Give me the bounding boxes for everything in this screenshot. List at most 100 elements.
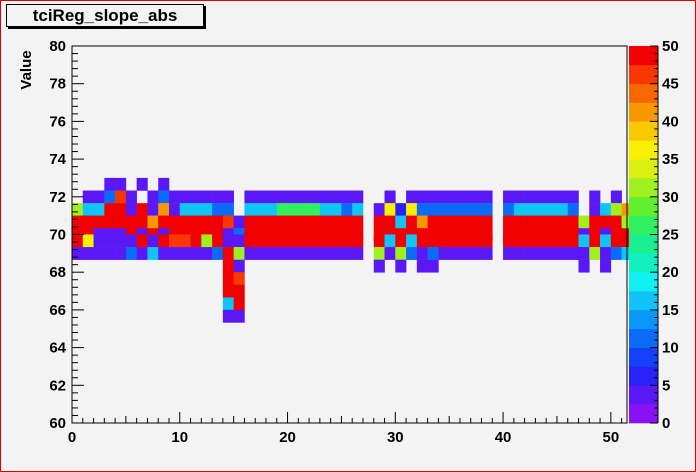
heatmap-cell bbox=[427, 234, 439, 248]
heatmap-cell bbox=[82, 203, 94, 217]
heatmap-cell bbox=[535, 215, 547, 229]
heatmap-cell bbox=[546, 190, 558, 204]
heatmap-cell bbox=[503, 234, 515, 248]
heatmap-cell bbox=[600, 215, 612, 229]
heatmap-cell bbox=[503, 247, 515, 260]
heatmap-cell bbox=[589, 190, 601, 204]
heatmap-cell bbox=[319, 215, 331, 229]
palette-tick-label: 20 bbox=[662, 264, 679, 281]
palette-swatch bbox=[629, 291, 658, 311]
heatmap-cell bbox=[438, 234, 450, 248]
heatmap-cell bbox=[190, 190, 202, 204]
heatmap-cell bbox=[341, 203, 353, 217]
axes: 0 10 20 30 40 50 60 62 64 66 68 70 72 74 76 78 80 bbox=[49, 38, 628, 446]
chart-title: tciReg_slope_abs bbox=[6, 4, 204, 27]
heatmap-cell bbox=[449, 190, 461, 204]
heatmap-cell bbox=[72, 247, 84, 260]
heatmap-cell bbox=[567, 190, 579, 204]
heatmap-cell bbox=[578, 234, 590, 248]
palette-tick-label: 25 bbox=[662, 227, 679, 244]
heatmap-cell bbox=[416, 203, 428, 217]
heatmap-cell bbox=[276, 203, 288, 217]
heatmap-cell bbox=[373, 203, 385, 217]
heatmap-cell bbox=[222, 259, 234, 273]
heatmap-cell bbox=[319, 234, 331, 248]
heatmap-cell bbox=[470, 215, 482, 229]
heatmap-cell bbox=[546, 215, 558, 229]
heatmap-cell bbox=[427, 203, 439, 217]
heatmap-cell bbox=[136, 234, 148, 248]
heatmap-cell bbox=[158, 247, 170, 260]
heatmap-cell bbox=[265, 215, 278, 229]
heatmap-cell bbox=[610, 234, 622, 248]
heatmap-cell bbox=[265, 190, 278, 204]
heatmap-cell bbox=[255, 247, 267, 260]
heatmap-cell bbox=[222, 309, 234, 323]
heatmap-cell bbox=[179, 247, 191, 260]
heatmap-cell bbox=[233, 297, 245, 311]
heatmap-cell bbox=[373, 247, 385, 260]
heatmap-cell bbox=[115, 234, 127, 248]
heatmap-cell bbox=[567, 247, 579, 260]
heatmap-cell bbox=[265, 234, 278, 248]
heatmap-cell bbox=[158, 203, 170, 217]
heatmap-cell bbox=[125, 247, 137, 260]
heatmap-cell bbox=[93, 215, 105, 229]
heatmap-cell bbox=[255, 203, 267, 217]
heatmap-cell bbox=[427, 247, 439, 260]
palette-swatch bbox=[629, 159, 658, 179]
palette-swatch bbox=[629, 234, 658, 254]
heatmap-cell bbox=[212, 247, 224, 260]
palette-swatch bbox=[629, 366, 658, 386]
heatmap-cell bbox=[244, 190, 256, 204]
palette-tick-label: 50 bbox=[662, 38, 679, 55]
heatmap-cell bbox=[104, 203, 116, 217]
heatmap-cell bbox=[459, 247, 472, 260]
heatmap-cell bbox=[600, 259, 612, 273]
heatmap-cell bbox=[535, 203, 547, 217]
heatmap-cell bbox=[384, 203, 396, 217]
heatmap-cell bbox=[524, 203, 536, 217]
heatmap-cell bbox=[395, 203, 407, 217]
heatmap-cell bbox=[459, 234, 472, 248]
heatmap-cell bbox=[104, 215, 116, 229]
heatmap-cell bbox=[168, 247, 181, 260]
heatmap-cell bbox=[115, 190, 127, 204]
y-tick-label: 70 bbox=[49, 227, 66, 244]
heatmap-cell bbox=[578, 259, 590, 273]
heatmap-cell bbox=[287, 247, 299, 260]
heatmap-cell bbox=[104, 190, 116, 204]
y-tick-label: 62 bbox=[49, 377, 66, 394]
heatmap-cell bbox=[179, 203, 191, 217]
heatmap-cell bbox=[212, 215, 224, 229]
heatmap-cell bbox=[384, 234, 396, 248]
heatmap-cell bbox=[406, 234, 418, 248]
palette-swatch bbox=[629, 177, 658, 198]
heatmap-cell bbox=[352, 247, 364, 260]
heatmap-cell bbox=[233, 284, 245, 298]
heatmap-cell bbox=[341, 234, 353, 248]
heatmap-cell bbox=[459, 190, 472, 204]
heatmap-cell bbox=[201, 190, 213, 204]
heatmap-cell bbox=[319, 247, 331, 260]
heatmap-cell bbox=[513, 203, 525, 217]
heatmap-cell bbox=[567, 215, 579, 229]
heatmap-cell bbox=[298, 203, 310, 217]
heatmap-cell bbox=[578, 247, 590, 260]
heatmap-cell bbox=[406, 215, 418, 229]
heatmap-cell bbox=[610, 215, 622, 229]
heatmap-cell bbox=[416, 259, 428, 273]
heatmap-cell bbox=[179, 190, 191, 204]
palette-tick-label: 15 bbox=[662, 302, 679, 319]
heatmap-cell bbox=[459, 215, 472, 229]
heatmap-cell bbox=[298, 215, 310, 229]
heatmap-cell bbox=[115, 215, 127, 229]
heatmap-cell bbox=[513, 234, 525, 248]
palette-swatch bbox=[629, 272, 658, 292]
heatmap-cell bbox=[125, 203, 137, 217]
heatmap-cell bbox=[168, 215, 181, 229]
heatmap-cell bbox=[125, 234, 137, 248]
heatmap-cell bbox=[265, 203, 278, 217]
heatmap-cell bbox=[298, 247, 310, 260]
heatmap-cell bbox=[190, 203, 202, 217]
